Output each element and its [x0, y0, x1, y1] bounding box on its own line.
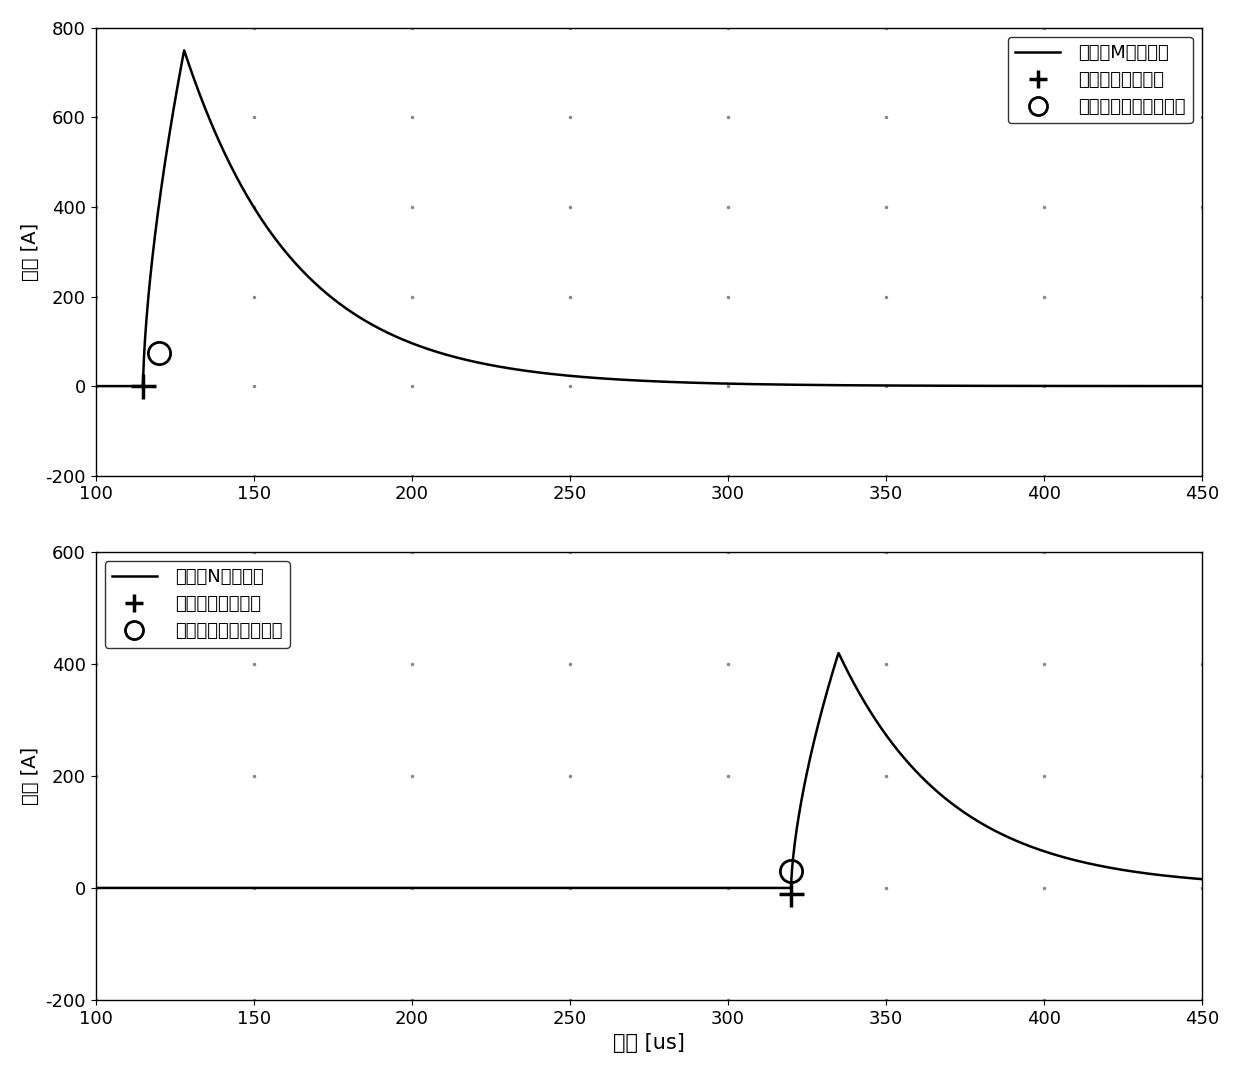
Legend: 测量点M行波信号, 本专利所得起始点, 小波分析法所得起始点: 测量点M行波信号, 本专利所得起始点, 小波分析法所得起始点	[1008, 37, 1193, 124]
Y-axis label: 电流 [A]: 电流 [A]	[21, 222, 40, 280]
Y-axis label: 电流 [A]: 电流 [A]	[21, 746, 40, 806]
X-axis label: 时间 [us]: 时间 [us]	[613, 1033, 684, 1054]
Legend: 测量点N行波信号, 本专利所得起始点, 小波分析法所得起始点: 测量点N行波信号, 本专利所得起始点, 小波分析法所得起始点	[104, 561, 290, 648]
